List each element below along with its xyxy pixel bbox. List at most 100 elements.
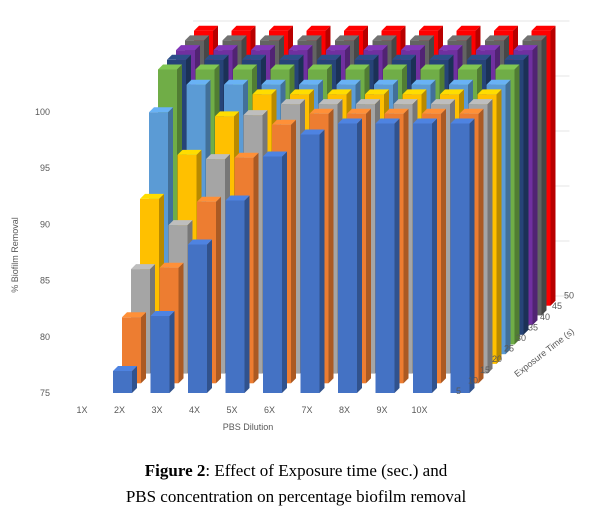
bar-top bbox=[279, 54, 304, 60]
bar-top bbox=[306, 25, 331, 31]
bar-top bbox=[494, 25, 518, 31]
y-tick-label: 80 bbox=[40, 332, 50, 342]
z-tick-label: 50 bbox=[564, 291, 574, 301]
bar-top bbox=[468, 99, 493, 105]
y-tick-label: 85 bbox=[40, 276, 50, 286]
bar-top bbox=[449, 79, 473, 85]
x-tick-label: 5X bbox=[226, 405, 237, 415]
bar-top bbox=[392, 54, 416, 60]
bar-top bbox=[299, 79, 323, 85]
bar-top bbox=[356, 99, 380, 105]
bar-side bbox=[496, 89, 502, 364]
bar-side bbox=[178, 262, 184, 384]
bar-top bbox=[177, 149, 202, 155]
bar-top bbox=[335, 35, 359, 41]
bar-side bbox=[216, 196, 221, 384]
bar-side bbox=[403, 108, 409, 384]
bar-top bbox=[429, 54, 454, 60]
x-tick-label: 8X bbox=[339, 405, 350, 415]
x-tick-label: 1X bbox=[76, 405, 87, 415]
bar-front bbox=[300, 134, 320, 393]
bar-top bbox=[252, 89, 277, 95]
bar-top bbox=[486, 79, 511, 85]
bar-6X-5s bbox=[300, 129, 325, 393]
chart-area: 75 80 85 90 95 100 1X 2X 3X 4X 5X 6X 7X 8X 9X 10X 5 10 15 2… bbox=[10, 20, 576, 432]
bar-side bbox=[514, 64, 520, 345]
bar-front bbox=[375, 123, 395, 393]
bar-top bbox=[393, 99, 418, 105]
bar-top bbox=[231, 25, 256, 31]
bar-front bbox=[413, 123, 432, 393]
x-tick-label: 2X bbox=[114, 405, 125, 415]
z-tick-label: 40 bbox=[540, 312, 550, 322]
bar-4X-5s bbox=[225, 195, 250, 393]
bar-top bbox=[225, 195, 250, 201]
bar-top bbox=[450, 118, 475, 124]
bar-front bbox=[150, 316, 170, 393]
bar-top bbox=[167, 54, 191, 60]
bar-top bbox=[242, 54, 266, 60]
bar-top bbox=[477, 89, 502, 95]
bar-side bbox=[366, 108, 371, 384]
bar-3X-5s bbox=[188, 239, 212, 393]
z-tick-label: 5 bbox=[456, 386, 461, 396]
bar-side bbox=[141, 312, 146, 384]
bar-top bbox=[158, 64, 182, 70]
bar-top bbox=[420, 64, 445, 70]
bar-2X-5s bbox=[150, 311, 175, 393]
bar-top bbox=[363, 45, 388, 51]
figure-caption: Figure 2: Effect of Exposure time (sec.)… bbox=[0, 458, 592, 510]
bar-side bbox=[523, 54, 529, 335]
bar-top bbox=[402, 89, 427, 95]
bar-top bbox=[365, 89, 389, 95]
bar-side bbox=[478, 108, 484, 384]
x-tick-label: 3X bbox=[151, 405, 162, 415]
bar-top bbox=[150, 311, 175, 316]
bar-front bbox=[263, 156, 282, 393]
bar-top bbox=[438, 45, 463, 51]
bar-side bbox=[487, 99, 493, 374]
bar-side bbox=[550, 25, 556, 306]
bar-top bbox=[467, 54, 491, 60]
bar-top bbox=[263, 151, 287, 157]
bar-top bbox=[413, 118, 437, 124]
bar-side bbox=[319, 129, 325, 393]
bar-side bbox=[541, 35, 547, 316]
z-tick-label: 30 bbox=[516, 333, 526, 343]
bar-top bbox=[159, 262, 184, 268]
bar-top bbox=[384, 108, 409, 114]
bar-top bbox=[308, 64, 332, 70]
bar-5X-5s bbox=[263, 151, 287, 393]
bar-top bbox=[318, 99, 343, 105]
bar-side bbox=[132, 366, 137, 393]
bar-top bbox=[149, 107, 173, 113]
bar-front bbox=[225, 200, 245, 393]
bar-top bbox=[345, 64, 370, 70]
y-axis-title: % Biofilm Removal bbox=[10, 217, 20, 293]
z-tick-label: 10 bbox=[468, 375, 478, 385]
bar-top bbox=[206, 154, 230, 160]
bar-top bbox=[374, 79, 398, 85]
bar-front bbox=[450, 123, 470, 393]
z-tick-label: 20 bbox=[492, 354, 502, 364]
bar-top bbox=[336, 79, 361, 85]
bar-top bbox=[440, 89, 464, 95]
bar-top bbox=[411, 79, 436, 85]
caption-label: Figure 2 bbox=[144, 461, 206, 480]
bar-front bbox=[338, 123, 357, 393]
bar-side bbox=[169, 311, 175, 393]
bar-top bbox=[458, 64, 482, 70]
bar-top bbox=[290, 89, 314, 95]
bar-top bbox=[513, 45, 538, 51]
bar-top bbox=[401, 45, 425, 51]
bar-top bbox=[375, 118, 400, 124]
bar-top bbox=[297, 35, 322, 41]
bar-top bbox=[261, 79, 286, 85]
bar-side bbox=[244, 195, 250, 393]
z-tick-label: 15 bbox=[480, 365, 490, 375]
bar-top bbox=[354, 54, 379, 60]
bar-top bbox=[233, 64, 257, 70]
bar-1X-5s bbox=[113, 366, 137, 393]
bar-top bbox=[113, 366, 137, 371]
bar-top bbox=[251, 45, 275, 51]
